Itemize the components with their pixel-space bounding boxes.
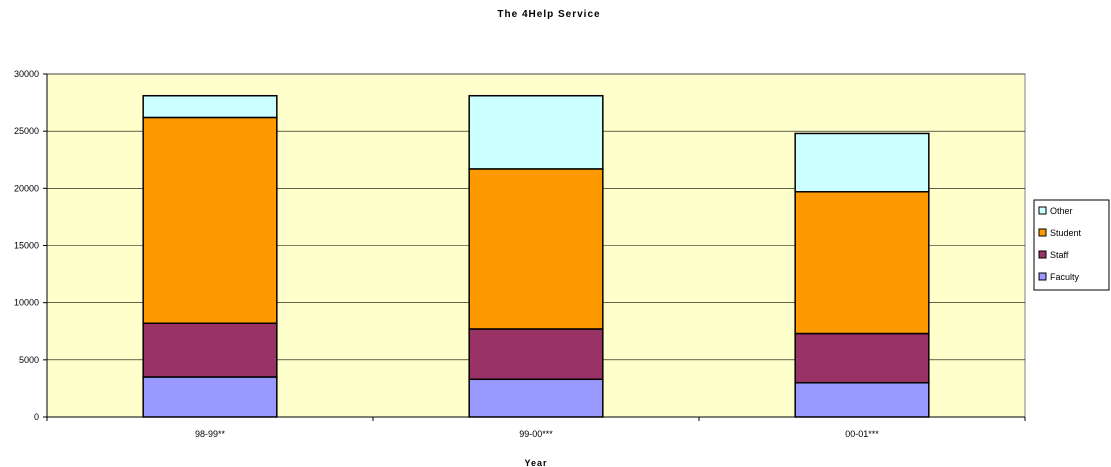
legend-swatch-faculty xyxy=(1038,272,1047,281)
bar-segment-student xyxy=(794,191,930,335)
y-tick-label: 5000 xyxy=(19,355,39,365)
y-tick-label: 15000 xyxy=(14,241,39,251)
legend-label-faculty: Faculty xyxy=(1050,272,1080,282)
bar-segment-staff xyxy=(468,328,604,381)
legend-label-staff: Staff xyxy=(1050,250,1069,260)
y-tick-labels: 0 5000 10000 15000 20000 25000 30000 xyxy=(14,69,47,422)
y-tick-label: 30000 xyxy=(14,69,39,79)
y-tick-label: 0 xyxy=(34,412,39,422)
bar-segment-faculty xyxy=(468,378,604,418)
bar-segment-student xyxy=(468,168,604,330)
legend-label-other: Other xyxy=(1050,206,1073,216)
bar-segment-other xyxy=(468,94,604,170)
bar-segment-faculty xyxy=(794,381,930,418)
x-tick-label: 00-01*** xyxy=(845,429,879,439)
bars xyxy=(142,94,930,418)
bar-segment-student xyxy=(142,116,278,324)
x-tick-label: 98-99** xyxy=(195,429,226,439)
x-axis-title: Year xyxy=(524,458,547,467)
bar-segment-staff xyxy=(794,332,930,384)
legend-label-student: Student xyxy=(1050,228,1082,238)
bar-segment-other xyxy=(142,94,278,119)
bar-segment-staff xyxy=(142,322,278,378)
legend-swatch-student xyxy=(1038,228,1047,237)
y-tick-label: 10000 xyxy=(14,298,39,308)
legend: Other Student Staff Faculty xyxy=(1033,199,1110,291)
y-tick-label: 20000 xyxy=(14,183,39,193)
bar-segment-other xyxy=(794,132,930,193)
bar-segment-faculty xyxy=(142,376,278,418)
legend-swatch-other xyxy=(1038,206,1047,215)
x-tick-labels: 98-99** 99-00*** 00-01*** xyxy=(46,417,1026,439)
x-tick-label: 99-00*** xyxy=(519,429,553,439)
chart-title: The 4Help Service xyxy=(497,9,600,20)
legend-swatch-staff xyxy=(1038,250,1047,259)
y-tick-label: 25000 xyxy=(14,126,39,136)
